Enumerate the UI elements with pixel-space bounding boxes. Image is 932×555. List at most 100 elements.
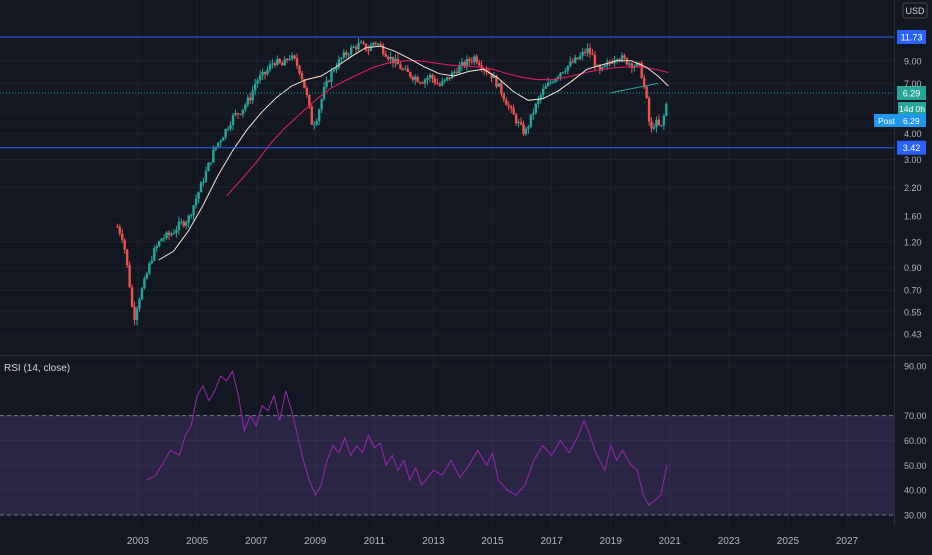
candle-body (135, 308, 139, 320)
candle-body (598, 65, 602, 71)
candle-body (172, 232, 176, 234)
candle-body (249, 97, 252, 101)
candle-body (433, 78, 437, 83)
candle-body (207, 163, 210, 172)
candle-body (638, 62, 641, 64)
candle-body (534, 103, 538, 113)
candle-body (315, 121, 318, 125)
candle-body (416, 77, 419, 83)
candle-body (512, 108, 515, 115)
candle-body (157, 241, 161, 247)
candle-body (367, 50, 370, 52)
candle-body (170, 233, 173, 236)
price-badge-1 (897, 85, 926, 100)
candle-body (665, 103, 668, 116)
countdown-label: 14d 0h (899, 104, 925, 114)
candle-body (645, 86, 648, 98)
currency-badge[interactable] (902, 2, 928, 19)
price-tick: 7.00 (904, 79, 922, 89)
candle-body (305, 88, 309, 95)
candle-body (153, 248, 156, 261)
candle-body (470, 61, 474, 63)
candle-body (138, 299, 141, 309)
candle-body (121, 233, 124, 240)
candle-body (569, 61, 572, 66)
candle-body (229, 124, 232, 129)
candle-body (559, 72, 562, 77)
candle-body (583, 51, 587, 53)
candle-body (473, 56, 476, 62)
candle-body (231, 114, 235, 125)
ma-slow-line (226, 60, 669, 197)
currency-label: USD (905, 6, 925, 16)
candle-body (662, 115, 666, 126)
rsi-tick: 30.00 (904, 511, 927, 521)
candle-body (290, 55, 294, 59)
time-tick-2013: 2013 (422, 536, 445, 547)
candle-body (505, 99, 508, 106)
candle-body (394, 58, 397, 64)
price-tick: 0.90 (904, 263, 922, 273)
candle-body (428, 74, 432, 78)
candle-body (239, 114, 242, 116)
candle-body (635, 62, 638, 67)
candle-body (529, 114, 533, 127)
candle-body (566, 65, 570, 72)
price-tick: 3.00 (904, 155, 922, 165)
price-tick: 0.70 (904, 286, 922, 296)
rsi-tick: 70.00 (904, 411, 927, 421)
candle-body (273, 63, 277, 66)
candle-body (271, 63, 274, 65)
candle-body (177, 221, 181, 230)
candle-body (443, 79, 446, 82)
candle-body (431, 74, 434, 79)
candle-body (490, 73, 493, 79)
candle-body (593, 54, 597, 66)
candle-body (327, 80, 331, 82)
candle-body (532, 112, 535, 115)
time-tick-2015: 2015 (481, 536, 504, 547)
candle-body (150, 260, 153, 264)
candle-body (625, 58, 629, 65)
candle-body (554, 78, 557, 83)
candle-body (143, 278, 146, 289)
candle-body (197, 192, 200, 199)
candle-body (364, 43, 368, 51)
candle-body (285, 58, 289, 60)
rsi-tick: 90.00 (904, 362, 927, 372)
price-markers: 11.73 6.29 3.42 (0, 30, 926, 155)
candle-body (295, 58, 299, 66)
candle-body (293, 55, 296, 59)
candle-body (199, 182, 203, 193)
candle-body (460, 61, 464, 66)
candle-body (411, 76, 414, 80)
price-tick: 0.55 (904, 307, 922, 317)
candle-body (647, 97, 651, 122)
candle-body (537, 99, 540, 104)
candle-body (544, 86, 547, 89)
price-badge-label-2: 3.42 (903, 143, 921, 153)
time-axis[interactable]: 2003 2005 2007 2009 2011 2013 2015 2017 2019 2021… (127, 536, 859, 547)
candle-body (320, 99, 323, 110)
candle-body (657, 119, 661, 126)
rsi-title[interactable]: RSI (14, close) (4, 363, 70, 374)
candle-body (256, 80, 259, 84)
time-tick-2023: 2023 (718, 536, 741, 547)
candle-body (189, 215, 193, 217)
rsi-axis[interactable]: 90.00 70.00 60.00 50.00 40.00 30.00 (904, 362, 927, 521)
candle-body (244, 104, 247, 110)
candle-body (453, 71, 456, 73)
candle-body (502, 93, 506, 100)
candle-body (640, 62, 643, 79)
candle-body (118, 226, 121, 234)
grid (0, 0, 894, 526)
time-tick-2019: 2019 (600, 536, 623, 547)
candle-body (377, 43, 380, 45)
candle-body (549, 82, 552, 84)
candle-body (349, 47, 353, 55)
post-value: 6.29 (903, 116, 920, 126)
candle-body (399, 64, 402, 70)
candle-body (241, 109, 245, 115)
